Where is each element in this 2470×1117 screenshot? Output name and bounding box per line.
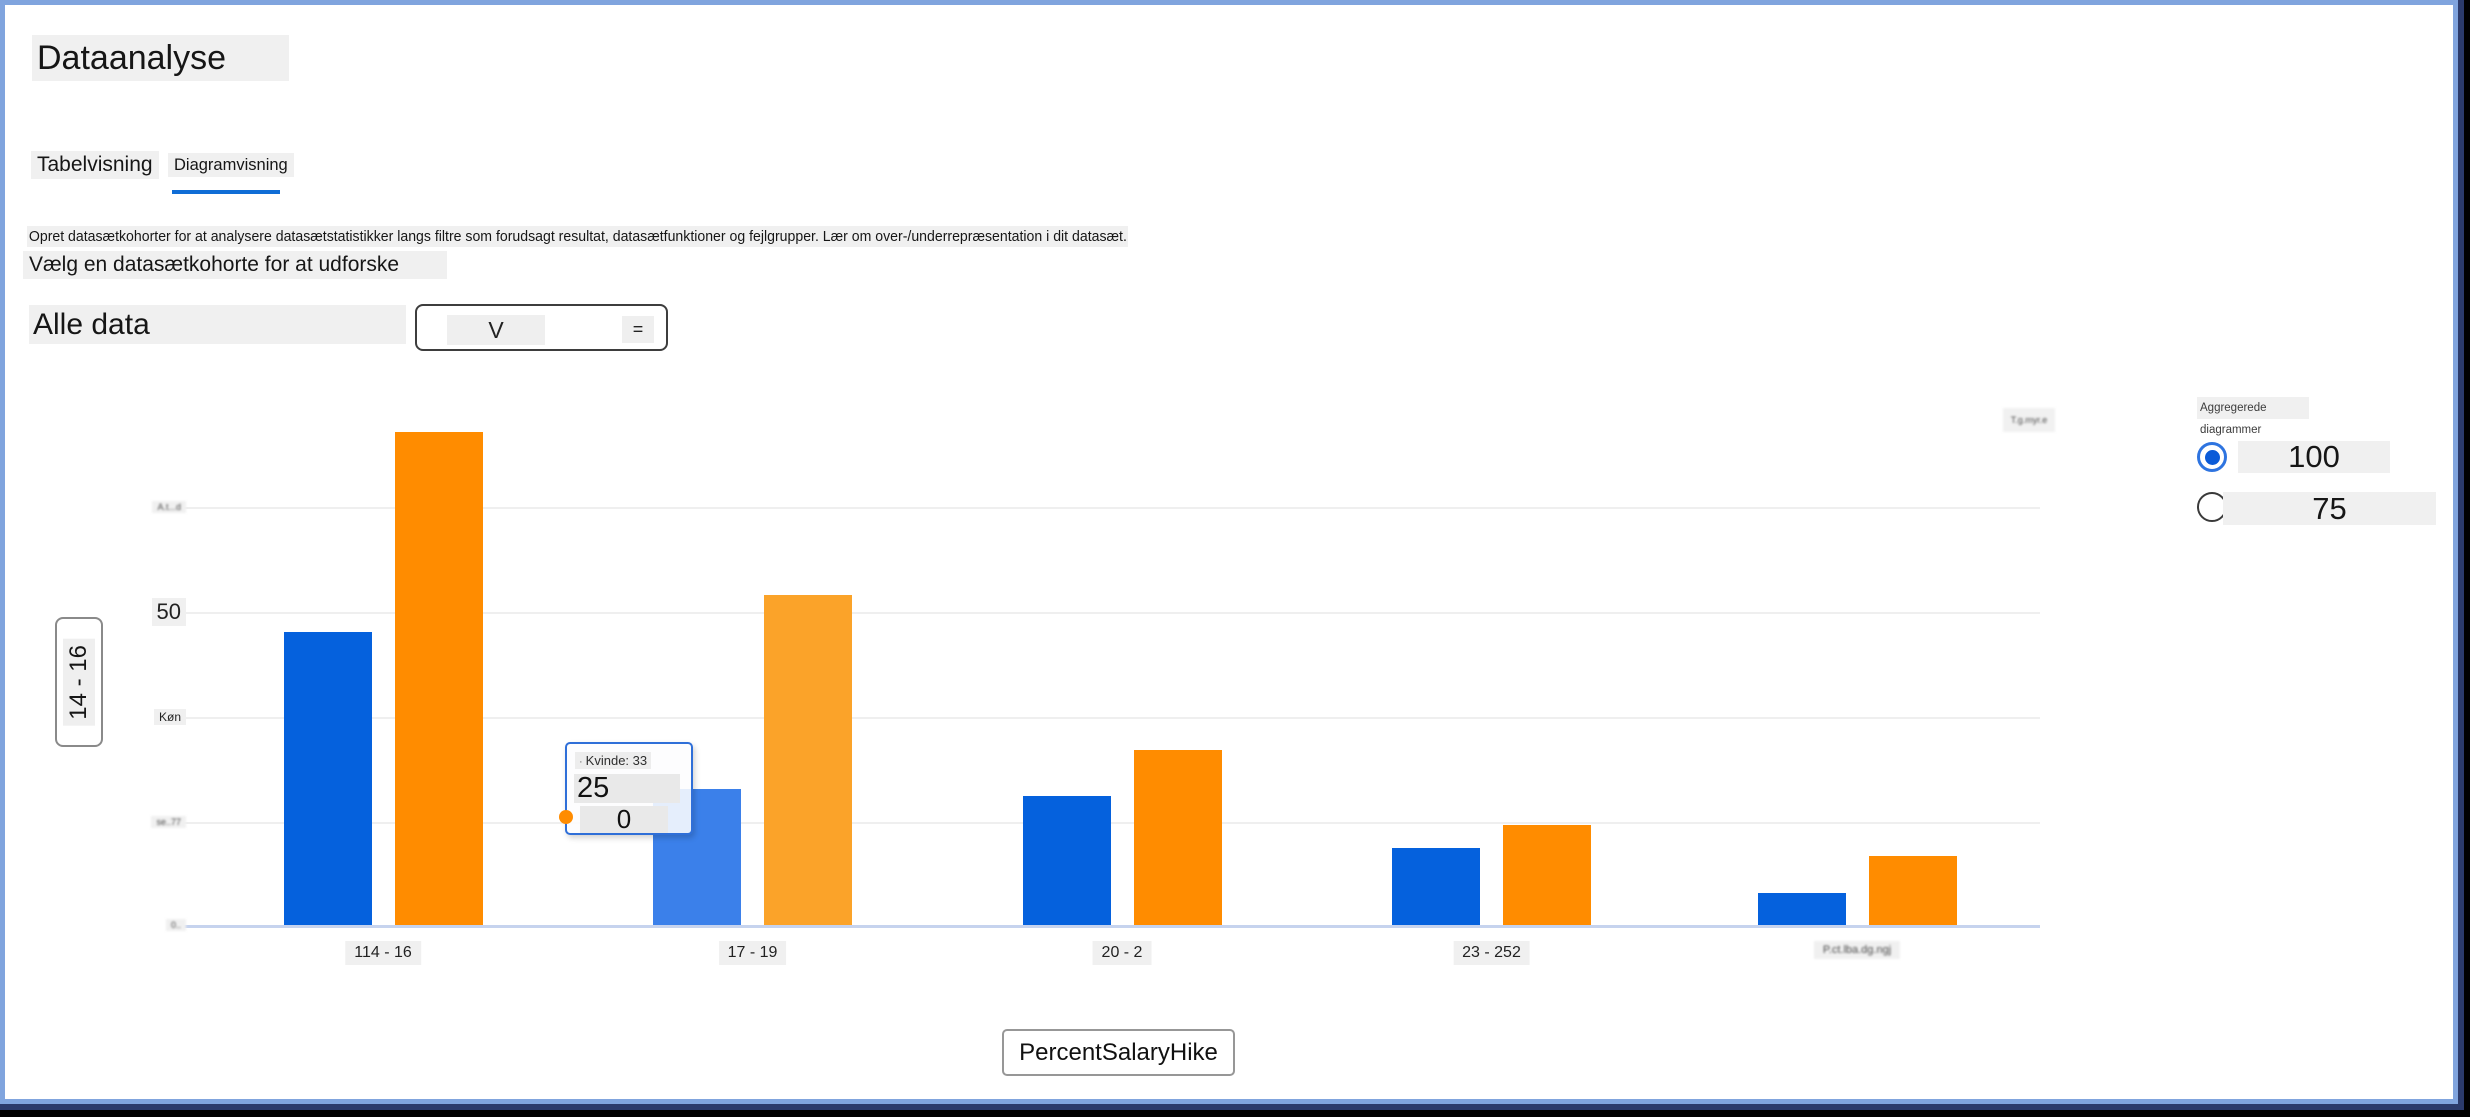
legend-label: T.g.myr.e: [2003, 408, 2055, 432]
y-tick-3: se..77: [151, 815, 186, 828]
menu-icon[interactable]: =: [622, 316, 654, 343]
bar-orange-group-4[interactable]: [1503, 825, 1591, 925]
x-tick-0: 114 - 16: [345, 941, 421, 965]
radio-option-1-label[interactable]: 100: [2238, 441, 2390, 473]
window-frame-right: [2458, 0, 2464, 1110]
y-tick-0: A.t...d: [152, 500, 186, 513]
y-tick-1: 50: [151, 597, 186, 626]
radio-option-1[interactable]: [2197, 442, 2227, 472]
y-axis-title-box: 14 - 16: [55, 617, 103, 747]
x-tick-2: 20 - 2: [1092, 941, 1152, 965]
cohort-dropdown[interactable]: V =: [415, 304, 668, 351]
chevron-down-icon[interactable]: V: [447, 315, 545, 345]
bar-blue-group-3[interactable]: [1022, 796, 1111, 925]
gridline-2: [170, 716, 2040, 719]
window-frame-bottom: [0, 1104, 2464, 1110]
bar-orange-group-2[interactable]: [764, 595, 852, 925]
cohort-subtitle: Vælg en datasætkohorte for at udforske: [23, 251, 447, 279]
bar-blue-group-4[interactable]: [1392, 847, 1480, 925]
bar-chart: A.t...d 50 Køn se..77 0.. 114 - 16 17 - 19 20 -…: [5, 5, 2470, 1117]
x-tick-1: 17 - 19: [718, 941, 787, 965]
gridline-3: [170, 821, 2040, 824]
active-tab-underline: [172, 190, 280, 194]
bar-blue-group-5[interactable]: [1757, 892, 1846, 925]
tab-diagramvisning[interactable]: Diagramvisning: [168, 153, 294, 177]
radio-option-2-label[interactable]: 75: [2223, 492, 2436, 525]
chart-tooltip: · Kvinde: 33 25 0: [559, 742, 693, 835]
bar-orange-group-1[interactable]: [394, 432, 483, 925]
gridline-0: [170, 506, 2040, 509]
y-tick-4: 0..: [165, 919, 186, 931]
tooltip-value-2: 0: [580, 806, 668, 833]
tooltip-series-line: · Kvinde: 33: [575, 752, 652, 769]
page-title: Dataanalyse: [32, 35, 289, 81]
y-tick-2: Køn: [153, 708, 186, 725]
cohort-selected-label: Alle data: [29, 305, 406, 344]
tab-tabelvisning[interactable]: Tabelvisning: [31, 151, 159, 179]
x-tick-3: 23 - 252: [1453, 941, 1530, 965]
x-feature-selector-button[interactable]: PercentSalaryHike: [1002, 1029, 1235, 1076]
bar-orange-group-3[interactable]: [1133, 749, 1222, 925]
tooltip-value-1: 25: [574, 774, 680, 803]
x-tick-4: P.ct.lba.dg.ngj: [1813, 941, 1901, 959]
aggregate-charts-heading: Aggregerede diagrammer: [2197, 397, 2309, 436]
y-axis-title: 14 - 16: [63, 638, 95, 726]
x-axis-line: [170, 925, 2040, 928]
description-text: Opret datasætkohorter for at analysere d…: [27, 226, 1128, 247]
tooltip-orange-dot-icon: [559, 810, 573, 824]
gridline-1: [170, 611, 2040, 614]
description-text-inner: Opret datasætkohorter for at analysere d…: [28, 228, 1127, 245]
tooltip-series-text: Kvinde: 33: [585, 753, 648, 768]
bar-orange-group-5[interactable]: [1868, 855, 1957, 925]
tooltip-bullet-icon: ·: [579, 756, 583, 768]
bar-blue-group-1[interactable]: [283, 632, 372, 925]
